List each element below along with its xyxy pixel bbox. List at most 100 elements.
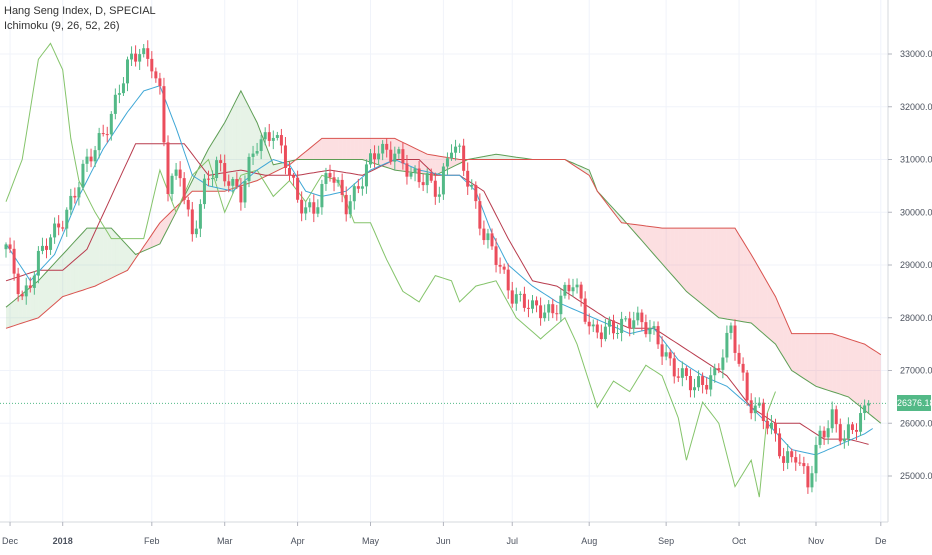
candle-body[interactable] xyxy=(105,134,109,136)
candle-body[interactable] xyxy=(595,324,599,333)
candle-body[interactable] xyxy=(170,175,174,194)
candle-body[interactable] xyxy=(207,178,210,180)
candle-body[interactable] xyxy=(316,207,320,214)
candle-body[interactable] xyxy=(567,284,571,292)
candle-body[interactable] xyxy=(802,463,806,467)
candle-body[interactable] xyxy=(4,244,8,250)
candle-body[interactable] xyxy=(745,372,749,401)
candle-body[interactable] xyxy=(838,424,842,442)
candle-body[interactable] xyxy=(769,422,773,429)
candle-body[interactable] xyxy=(482,228,486,241)
candle-body[interactable] xyxy=(373,153,377,160)
candle-body[interactable] xyxy=(162,86,166,143)
candle-body[interactable] xyxy=(612,320,615,334)
candle-body[interactable] xyxy=(324,173,328,184)
candle-body[interactable] xyxy=(462,145,466,171)
candle-body[interactable] xyxy=(842,438,846,442)
candle-body[interactable] xyxy=(36,250,40,276)
candle-body[interactable] xyxy=(757,402,761,406)
candle-body[interactable] xyxy=(344,194,348,215)
candle-body[interactable] xyxy=(680,368,684,378)
candle-body[interactable] xyxy=(494,246,498,265)
candle-body[interactable] xyxy=(45,245,48,250)
candle-body[interactable] xyxy=(518,293,522,295)
candle-body[interactable] xyxy=(806,466,810,488)
candle-body[interactable] xyxy=(69,195,73,210)
candle-body[interactable] xyxy=(555,313,559,315)
candle-body[interactable] xyxy=(142,48,146,55)
candle-body[interactable] xyxy=(113,94,117,114)
candle-body[interactable] xyxy=(620,318,624,334)
candle-body[interactable] xyxy=(522,293,526,308)
candle-body[interactable] xyxy=(97,133,101,151)
candle-body[interactable] xyxy=(288,168,291,176)
candle-body[interactable] xyxy=(684,368,688,377)
candle-body[interactable] xyxy=(150,58,154,72)
candle-body[interactable] xyxy=(121,83,125,94)
candle-body[interactable] xyxy=(790,451,794,458)
candle-body[interactable] xyxy=(223,163,227,182)
candle-body[interactable] xyxy=(717,368,721,370)
candle-body[interactable] xyxy=(551,304,555,314)
candle-body[interactable] xyxy=(364,164,368,187)
candle-body[interactable] xyxy=(591,324,595,327)
candle-body[interactable] xyxy=(413,168,417,173)
candle-body[interactable] xyxy=(239,186,243,203)
candle-body[interactable] xyxy=(705,384,709,390)
candle-body[interactable] xyxy=(138,54,142,62)
candles[interactable] xyxy=(4,40,871,494)
candle-body[interactable] xyxy=(810,473,814,488)
candle-body[interactable] xyxy=(61,227,65,229)
candle-body[interactable] xyxy=(20,294,24,297)
candle-body[interactable] xyxy=(778,433,782,457)
candle-body[interactable] xyxy=(587,321,591,327)
candle-body[interactable] xyxy=(409,172,413,177)
candle-body[interactable] xyxy=(818,430,822,445)
candle-body[interactable] xyxy=(73,195,77,198)
candle-body[interactable] xyxy=(547,304,551,313)
candle-body[interactable] xyxy=(154,71,158,79)
candle-body[interactable] xyxy=(49,237,53,250)
candle-body[interactable] xyxy=(85,156,89,164)
candle-body[interactable] xyxy=(737,352,741,364)
candle-body[interactable] xyxy=(834,409,838,425)
candle-body[interactable] xyxy=(24,285,28,297)
candle-body[interactable] xyxy=(417,168,421,183)
candle-body[interactable] xyxy=(12,248,16,274)
candle-body[interactable] xyxy=(65,209,69,229)
candle-body[interactable] xyxy=(632,320,636,329)
candle-body[interactable] xyxy=(765,420,769,429)
candle-body[interactable] xyxy=(470,184,474,187)
candle-body[interactable] xyxy=(761,402,765,421)
candle-body[interactable] xyxy=(664,352,668,357)
candle-body[interactable] xyxy=(830,409,834,429)
candle-body[interactable] xyxy=(490,233,494,247)
candle-body[interactable] xyxy=(381,143,385,154)
candle-body[interactable] xyxy=(186,199,190,210)
candle-body[interactable] xyxy=(429,173,433,181)
candle-body[interactable] xyxy=(198,204,202,229)
candle-body[interactable] xyxy=(733,325,737,353)
candle-body[interactable] xyxy=(348,201,352,215)
candle-body[interactable] xyxy=(826,428,830,438)
candle-body[interactable] xyxy=(101,133,105,135)
candle-body[interactable] xyxy=(441,166,445,195)
candle-body[interactable] xyxy=(227,181,231,186)
candle-body[interactable] xyxy=(713,368,717,376)
candle-body[interactable] xyxy=(89,156,93,162)
candle-body[interactable] xyxy=(130,53,134,60)
candle-body[interactable] xyxy=(782,456,786,463)
candle-body[interactable] xyxy=(648,328,652,335)
candle-body[interactable] xyxy=(672,358,676,377)
candle-body[interactable] xyxy=(502,266,506,270)
candle-body[interactable] xyxy=(624,318,628,320)
candle-body[interactable] xyxy=(774,422,777,434)
candle-body[interactable] xyxy=(450,152,453,159)
candle-body[interactable] xyxy=(458,145,462,147)
candle-body[interactable] xyxy=(356,186,360,189)
candle-body[interactable] xyxy=(846,424,850,439)
candle-body[interactable] xyxy=(190,209,194,235)
candle-body[interactable] xyxy=(312,202,316,214)
candle-body[interactable] xyxy=(158,78,162,87)
candle-body[interactable] xyxy=(822,430,826,438)
